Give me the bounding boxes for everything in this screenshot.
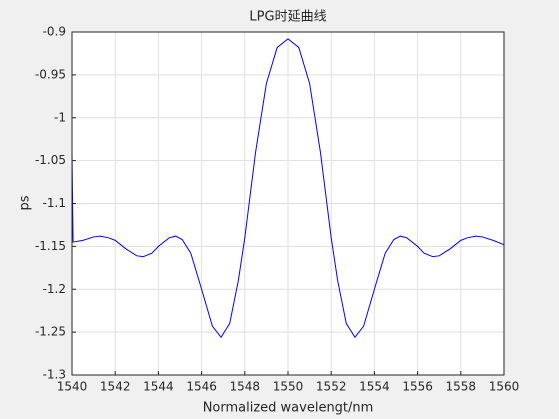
y-tick-label: -1.05: [35, 153, 66, 167]
y-tick-label: -1.2: [43, 282, 66, 296]
y-tick-label: -0.95: [35, 67, 66, 81]
y-tick-label: -1.1: [43, 196, 66, 210]
x-tick-label: 1548: [230, 380, 261, 394]
x-tick-label: 1550: [273, 380, 304, 394]
y-tick-label: -0.9: [43, 25, 66, 39]
x-tick-label: 1540: [57, 380, 88, 394]
chart-title: LPG时延曲线: [249, 10, 326, 25]
y-tick-label: -1.15: [35, 239, 66, 253]
data-line: [71, 38, 505, 339]
x-tick-label: 1544: [143, 380, 174, 394]
x-tick-label: 1556: [402, 380, 433, 394]
x-tick-label: 1558: [446, 380, 477, 394]
x-tick-label: 1546: [186, 380, 217, 394]
y-axis-label: ps: [18, 195, 33, 210]
x-tick-label: 1542: [100, 380, 131, 394]
y-tick-label: -1: [54, 110, 66, 124]
lines: [71, 38, 505, 339]
y-tick-label: -1.25: [35, 325, 66, 339]
x-tick-label: 1552: [316, 380, 347, 394]
y-tick-label: -1.3: [43, 368, 66, 382]
x-tick-label: 1554: [359, 380, 390, 394]
x-tick-label: 1560: [489, 380, 520, 394]
x-axis-label: Normalized wavelengt/nm: [203, 401, 374, 416]
